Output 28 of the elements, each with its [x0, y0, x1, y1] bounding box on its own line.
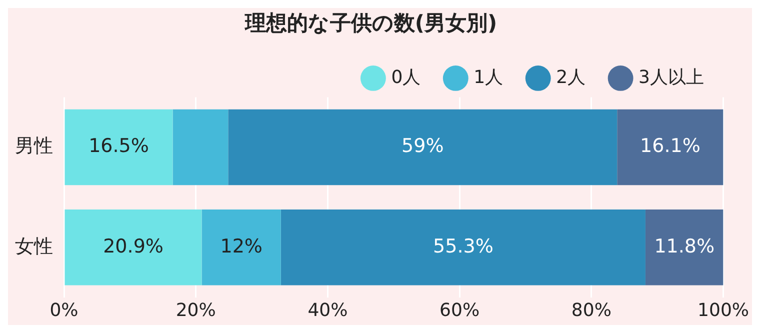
data-label: 59%	[402, 135, 444, 158]
bar	[280, 209, 646, 286]
bar	[617, 109, 724, 186]
bar	[172, 109, 228, 186]
data-label: 16.5%	[88, 135, 149, 158]
y-tick-label: 女性	[15, 235, 53, 258]
chart-title: 理想的な子供の数(男女別)	[244, 11, 498, 36]
bar	[64, 209, 202, 286]
legend-label: 3人以上	[638, 66, 704, 88]
x-tick-label: 100%	[698, 300, 750, 321]
x-tick-label: 40%	[308, 300, 348, 321]
bar	[64, 109, 173, 186]
bar	[645, 209, 724, 286]
x-tick-label: 80%	[571, 300, 612, 321]
x-tick-label: 60%	[440, 300, 480, 321]
data-label: 16.1%	[640, 135, 700, 158]
data-label: 20.9%	[103, 235, 164, 258]
x-tick-label: 0%	[50, 300, 78, 321]
data-label: 55.3%	[433, 235, 494, 258]
legend-label: 1人	[474, 66, 504, 88]
data-label: 11.8%	[654, 235, 715, 258]
x-tick-label: 20%	[176, 300, 216, 321]
legend-label: 0人	[391, 66, 421, 88]
legend-label: 2人	[556, 66, 586, 88]
bar	[202, 209, 281, 286]
bar	[228, 109, 618, 186]
data-label: 12%	[220, 235, 262, 258]
y-tick-label: 男性	[15, 135, 53, 158]
